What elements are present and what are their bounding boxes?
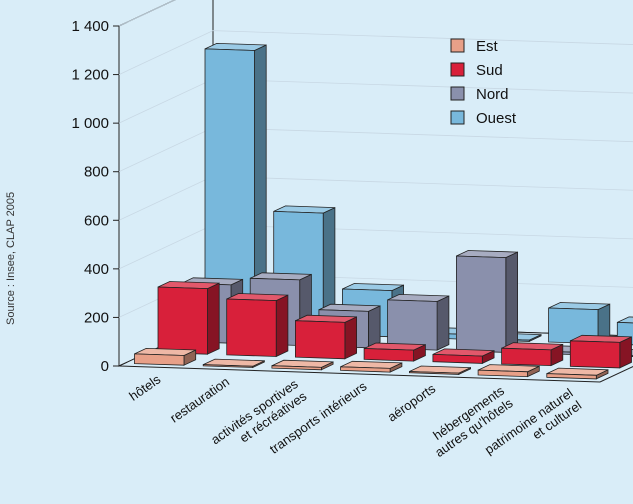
legend-label: Est bbox=[476, 38, 499, 55]
gridline bbox=[118, 0, 176, 27]
bar-side bbox=[344, 316, 358, 360]
bar bbox=[202, 358, 265, 369]
bar-front bbox=[501, 347, 552, 367]
gridline bbox=[118, 30, 633, 75]
category-label: aéroports bbox=[385, 380, 439, 424]
bar-front bbox=[408, 371, 460, 375]
bar-front bbox=[546, 373, 597, 380]
bar-front bbox=[340, 366, 391, 373]
legend-swatch bbox=[450, 62, 465, 77]
bars bbox=[134, 42, 633, 380]
bar bbox=[204, 42, 267, 333]
legend-swatch bbox=[450, 110, 465, 125]
category-label: restauration bbox=[167, 374, 232, 426]
bar bbox=[408, 365, 472, 376]
bar-front bbox=[157, 286, 208, 355]
y-tick-label: 1 000 bbox=[71, 115, 109, 132]
bar-top bbox=[617, 316, 633, 324]
y-tick-label: 1 200 bbox=[71, 67, 109, 84]
bar-front bbox=[432, 353, 483, 364]
bar bbox=[157, 281, 220, 355]
bar-side bbox=[275, 294, 289, 358]
y-tick-label: 200 bbox=[84, 309, 109, 326]
bar bbox=[340, 360, 403, 373]
y-tick-label: 600 bbox=[84, 212, 109, 229]
y-tick-label: 0 bbox=[101, 358, 109, 375]
legend-swatch bbox=[450, 38, 465, 53]
bar bbox=[387, 293, 450, 351]
legend: Est Sud Nord Ouest bbox=[450, 38, 517, 127]
legend-swatch bbox=[450, 86, 465, 101]
bar-side bbox=[436, 295, 450, 351]
bar bbox=[548, 302, 611, 345]
bar-front bbox=[134, 353, 185, 366]
bar bbox=[501, 342, 564, 367]
bar-front bbox=[226, 298, 277, 357]
source-note: Source : Insee, CLAP 2005 bbox=[5, 192, 17, 325]
y-tick-label: 1 400 bbox=[71, 18, 109, 35]
bar-front bbox=[387, 299, 438, 351]
bar bbox=[477, 364, 540, 378]
bar-side bbox=[207, 282, 220, 355]
y-tick-label: 400 bbox=[84, 261, 109, 278]
category-label-line: hôtels bbox=[126, 371, 163, 403]
bar bbox=[455, 250, 518, 354]
y-axis-ticks: 0 200 400 600 800 1 000 1 200 1 400 bbox=[71, 18, 119, 375]
bar-side bbox=[505, 251, 518, 354]
bar-side bbox=[367, 305, 381, 349]
category-label-line: aéroports bbox=[385, 380, 439, 424]
bar bbox=[134, 347, 197, 366]
y-tick-label: 800 bbox=[84, 164, 109, 181]
bar-front bbox=[455, 255, 507, 353]
bar bbox=[226, 293, 289, 358]
category-label: hôtels bbox=[126, 371, 163, 403]
bar bbox=[271, 359, 334, 371]
legend-label: Ouest bbox=[476, 110, 517, 127]
bar bbox=[432, 348, 495, 365]
bar-front bbox=[363, 348, 415, 362]
category-label-line: restauration bbox=[167, 374, 232, 426]
legend-label: Sud bbox=[476, 62, 503, 79]
bar-front bbox=[294, 320, 346, 360]
bar-front bbox=[271, 365, 322, 371]
legend-label: Nord bbox=[476, 86, 509, 103]
bar bbox=[363, 342, 426, 362]
bar-front bbox=[569, 340, 621, 369]
bar-front bbox=[202, 364, 254, 368]
bar bbox=[569, 334, 632, 369]
bar bbox=[294, 314, 358, 360]
bar bbox=[546, 367, 609, 380]
bar-front bbox=[477, 369, 528, 378]
